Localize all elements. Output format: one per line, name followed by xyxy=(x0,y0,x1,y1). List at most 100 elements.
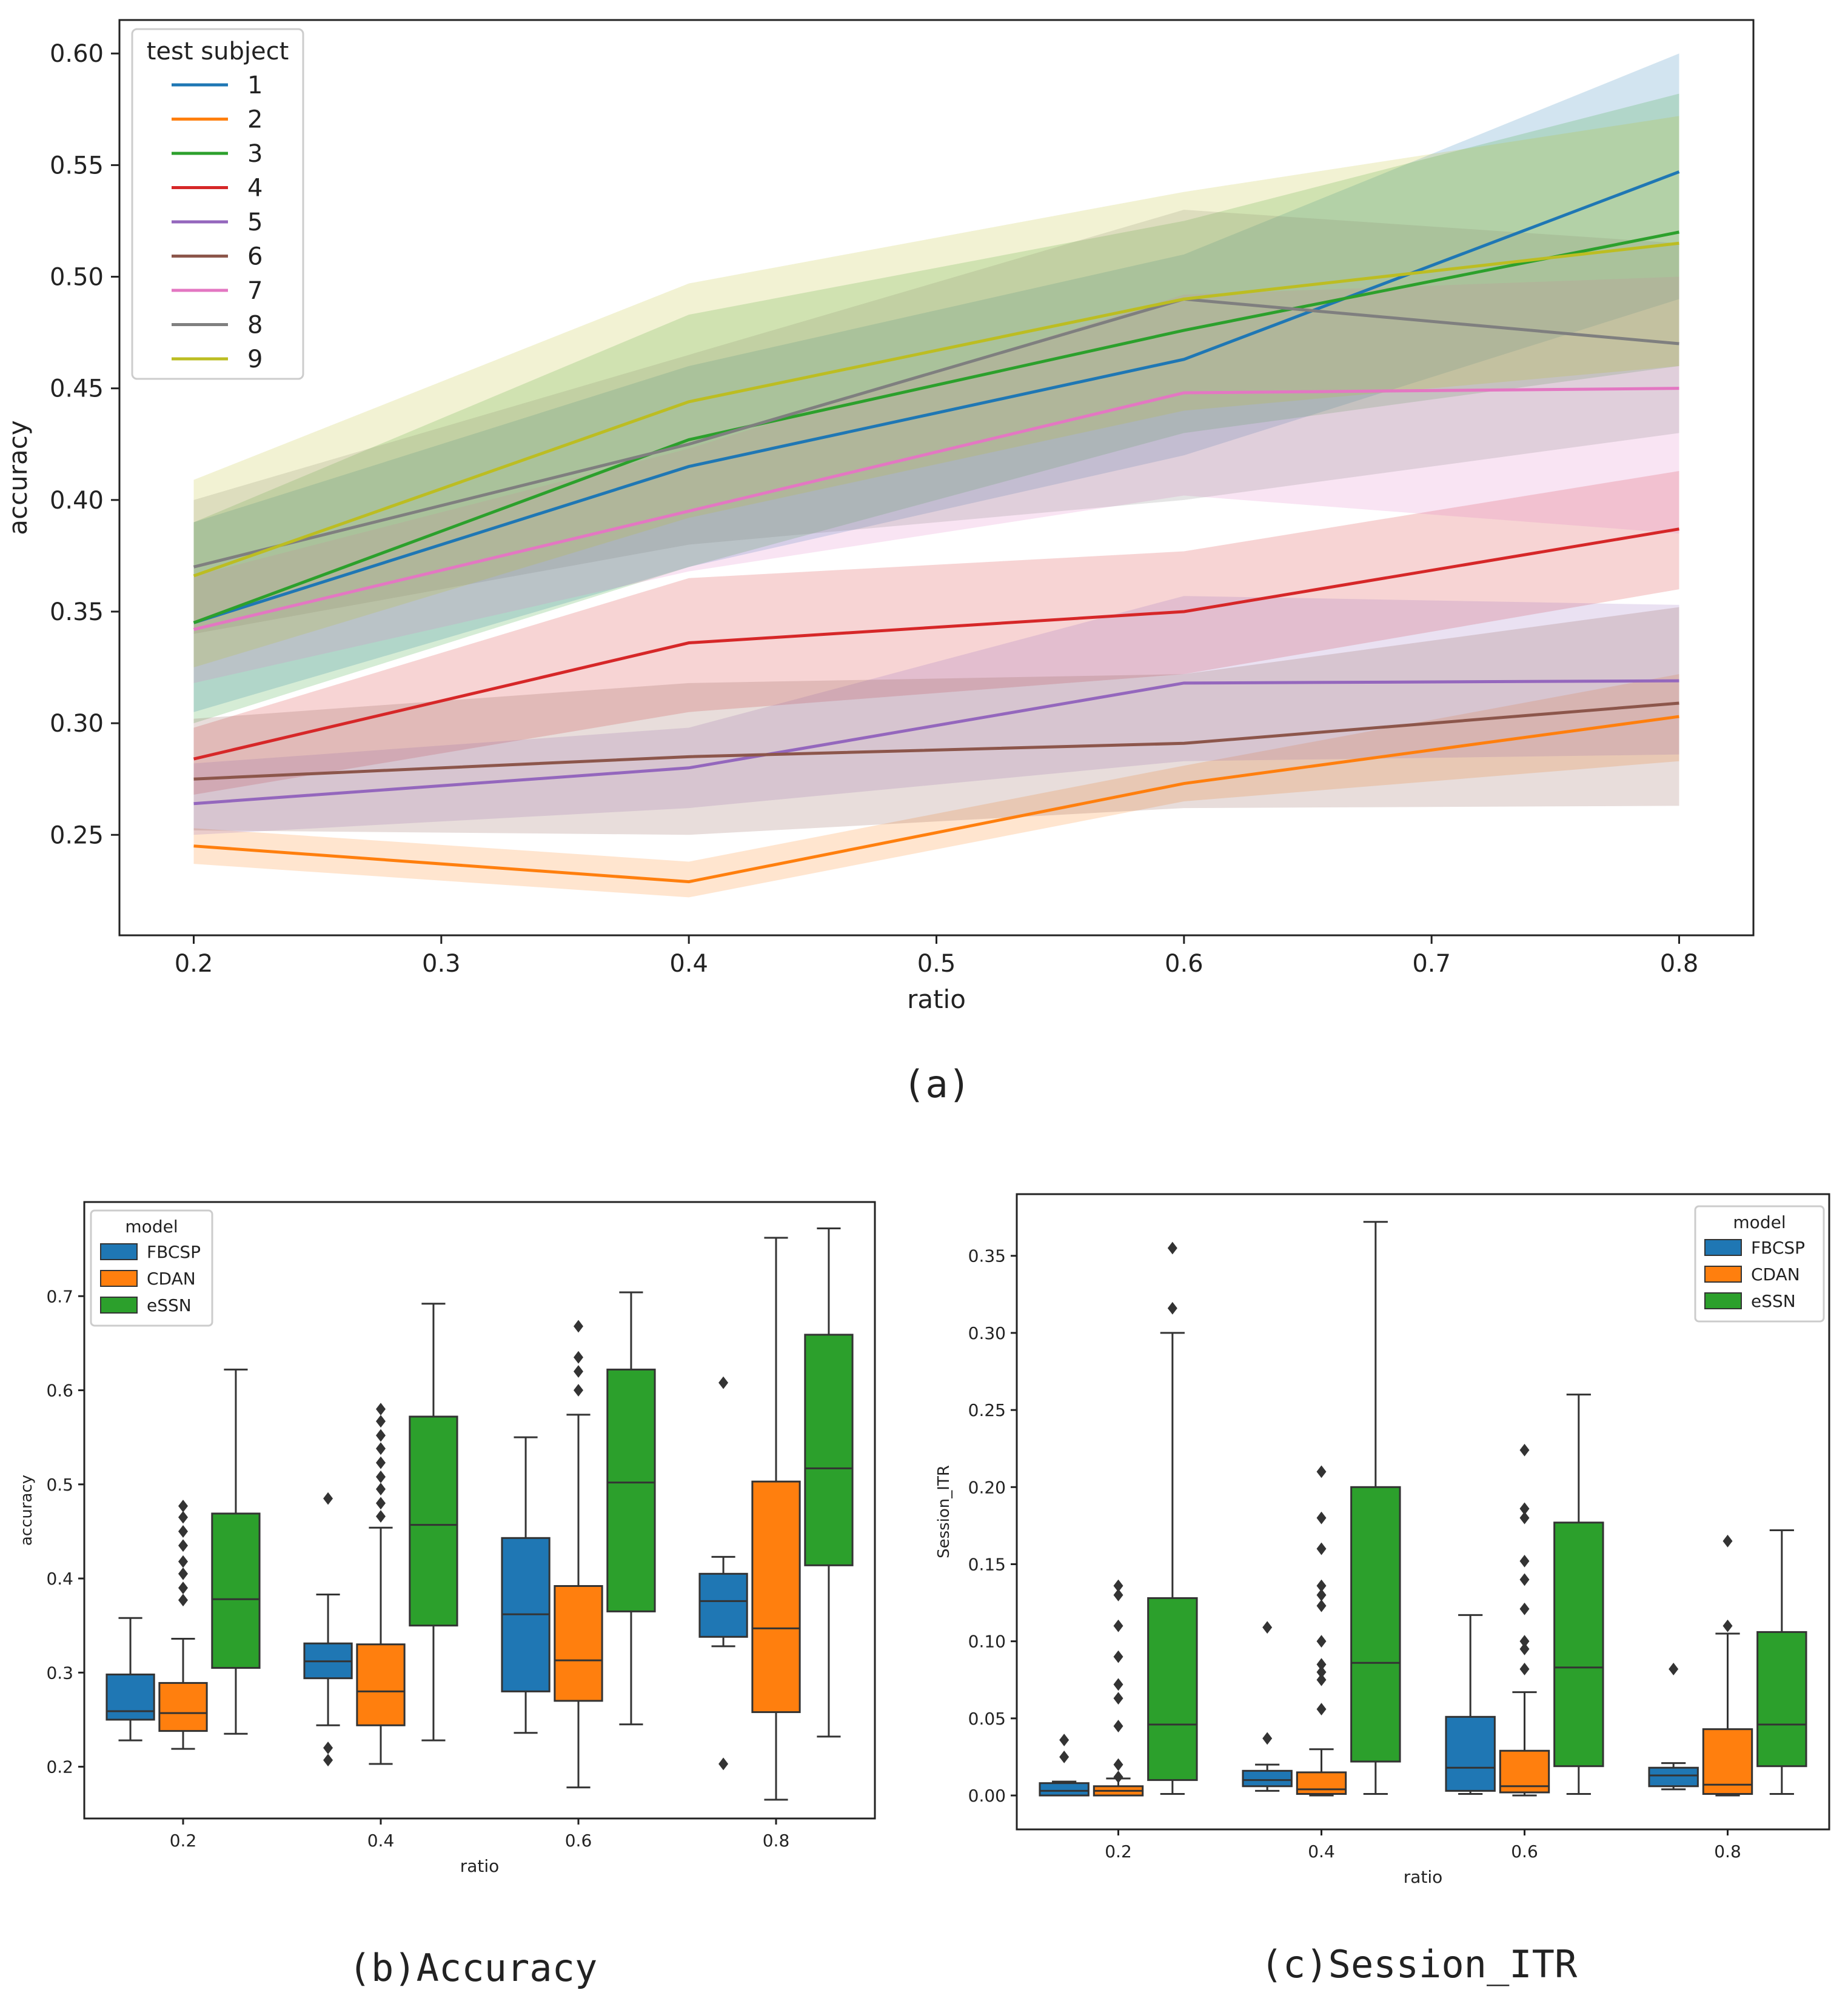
legend-swatch-FBCSP xyxy=(100,1243,138,1260)
y-tick-label: 0.3 xyxy=(46,1663,73,1683)
outlier-point xyxy=(1316,1542,1327,1555)
legend-label-7: 7 xyxy=(247,277,263,305)
outlier-point xyxy=(1113,1650,1123,1663)
outlier-point xyxy=(376,1415,386,1428)
box-eSSN-0.4 xyxy=(1350,1486,1401,1763)
outlier-point xyxy=(178,1539,188,1552)
box-chart-accuracy: 0.2 0.4 0.6 0.8 0.2 0.3 0.4 0.5 0.6 0.7 ratio accur… xyxy=(18,1201,876,1876)
y-tick-label: 0.00 xyxy=(968,1786,1006,1806)
outlier-point xyxy=(178,1525,188,1538)
y-tick-label: 0.25 xyxy=(968,1400,1006,1420)
legend-label-4: 4 xyxy=(247,175,263,202)
outlier-point xyxy=(376,1429,386,1442)
outlier-point xyxy=(1519,1635,1530,1648)
confidence-band-9 xyxy=(193,116,1679,668)
y-tick-label: 0.35 xyxy=(50,598,104,626)
outlier-point xyxy=(1519,1443,1530,1457)
box-eSSN-0.6 xyxy=(606,1368,656,1612)
outlier-point xyxy=(323,1492,333,1505)
legend-label-5: 5 xyxy=(247,209,263,236)
outlier-point xyxy=(376,1497,386,1510)
legend-swatch-FBCSP xyxy=(1704,1239,1742,1256)
outlier-point xyxy=(376,1442,386,1455)
x-tick-label: 0.8 xyxy=(1660,950,1699,978)
legend-label-2: 2 xyxy=(247,106,263,134)
legend-label-6: 6 xyxy=(247,243,263,271)
confidence-band-1 xyxy=(193,53,1679,712)
box-FBCSP-0.2 xyxy=(1039,1782,1090,1797)
y-tick-label: 0.15 xyxy=(968,1554,1006,1574)
series-line-7 xyxy=(193,387,1679,631)
outlier-point xyxy=(1519,1642,1530,1655)
y-tick-label: 0.55 xyxy=(50,152,104,179)
box-eSSN-0.2 xyxy=(211,1512,261,1669)
legend-label-1: 1 xyxy=(247,72,263,99)
legend-box xyxy=(131,28,304,380)
outlier-point xyxy=(1316,1465,1327,1478)
legend-swatch-CDAN xyxy=(100,1270,138,1287)
x-axis-label: ratio xyxy=(907,984,966,1014)
outlier-point xyxy=(1316,1673,1327,1686)
x-tick-label: 0.2 xyxy=(175,950,213,978)
x-tick-label: 0.4 xyxy=(669,950,708,978)
box-FBCSP-0.2 xyxy=(105,1673,155,1721)
outlier-point xyxy=(1316,1635,1327,1648)
confidence-band-5 xyxy=(193,596,1679,835)
box-FBCSP-0.6 xyxy=(1445,1715,1496,1792)
x-tick-label: 0.4 xyxy=(1308,1842,1335,1862)
caption-c: (c)Session_ITR xyxy=(1260,1942,1578,1986)
box-FBCSP-0.4 xyxy=(1242,1769,1293,1788)
y-tick-label: 0.30 xyxy=(968,1323,1006,1343)
outlier-point xyxy=(1262,1621,1273,1634)
y-tick-label: 0.6 xyxy=(46,1381,73,1401)
outlier-point xyxy=(1113,1720,1123,1732)
outlier-point xyxy=(574,1384,583,1397)
outlier-point xyxy=(1669,1663,1679,1675)
x-tick-label: 0.8 xyxy=(763,1831,790,1851)
x-tick-label: 0.4 xyxy=(367,1831,395,1851)
legend-label-eSSN: eSSN xyxy=(147,1295,192,1315)
box-CDAN-0.8 xyxy=(1702,1728,1753,1795)
outlier-point xyxy=(1167,1301,1177,1315)
series-line-3 xyxy=(193,230,1679,624)
legend-title: model xyxy=(1733,1212,1786,1232)
legend-swatch-eSSN xyxy=(100,1297,138,1314)
x-tick-label: 0.3 xyxy=(422,950,461,978)
outlier-point xyxy=(178,1511,188,1524)
outlier-point xyxy=(1059,1734,1070,1746)
y-tick-label: 0.7 xyxy=(46,1286,73,1306)
y-tick-label: 0.4 xyxy=(46,1569,73,1589)
series-line-5 xyxy=(193,679,1679,806)
line-chart-accuracy-by-subject: 0.2 0.3 0.4 0.5 0.6 0.7 0.8 0.25 0.30 0.35 0.40 0.4… xyxy=(3,19,1755,1014)
box-CDAN-0.8 xyxy=(751,1480,801,1714)
outlier-point xyxy=(323,1742,333,1754)
plot-frame xyxy=(83,1201,876,1820)
outlier-point xyxy=(718,1376,729,1389)
legend-label-CDAN: CDAN xyxy=(1751,1264,1800,1284)
y-tick-label: 0.25 xyxy=(50,821,104,849)
outlier-point xyxy=(574,1365,583,1378)
box-CDAN-0.4 xyxy=(356,1643,406,1726)
series-line-9 xyxy=(193,241,1679,578)
series-line-1 xyxy=(193,170,1680,624)
confidence-band-3 xyxy=(193,93,1679,724)
outlier-point xyxy=(1167,1241,1177,1255)
outlier-point xyxy=(1519,1602,1530,1615)
outlier-point xyxy=(1519,1663,1530,1675)
outlier-point xyxy=(376,1403,386,1415)
outlier-point xyxy=(1722,1619,1733,1632)
y-tick-label: 0.40 xyxy=(50,487,104,515)
outlier-point xyxy=(323,1754,333,1767)
legend-label-3: 3 xyxy=(247,140,263,168)
outlier-point xyxy=(1316,1588,1327,1601)
y-tick-label: 0.2 xyxy=(46,1757,73,1777)
legend-label-8: 8 xyxy=(247,312,263,339)
series-line-6 xyxy=(193,701,1679,781)
box-eSSN-0.4 xyxy=(409,1415,458,1627)
x-axis-label: ratio xyxy=(460,1856,500,1876)
box-eSSN-0.8 xyxy=(804,1334,854,1566)
outlier-point xyxy=(1316,1666,1327,1678)
outlier-point xyxy=(1113,1579,1123,1592)
outlier-point xyxy=(1316,1599,1327,1612)
